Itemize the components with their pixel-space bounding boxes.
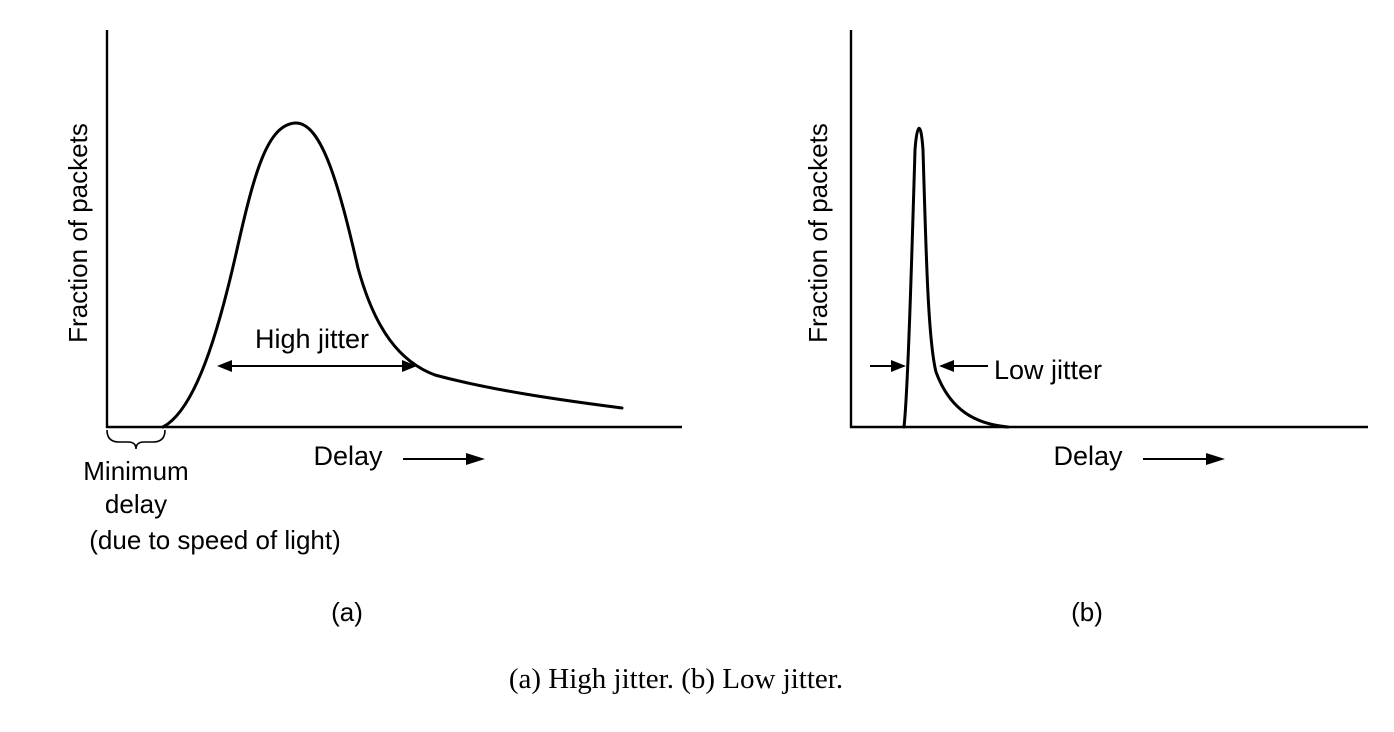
panel-a-delay-curve xyxy=(161,121,624,429)
panel-b-jitter-arrowhead-right xyxy=(939,360,954,372)
panel-b-label: (b) xyxy=(1071,597,1103,627)
panel-b-jitter-arrowhead-left xyxy=(891,360,906,372)
panel-a-delay-direction-arrowhead xyxy=(466,453,485,465)
panel-b-y-axis-label: Fraction of packets xyxy=(803,123,833,343)
panel-a-min-delay-brace xyxy=(106,429,166,450)
panel-a-y-axis-label: Fraction of packets xyxy=(63,123,93,343)
panel-a-min-delay-line2: delay xyxy=(105,489,167,519)
panel-a-x-axis-label: Delay xyxy=(313,441,383,471)
panel-b-jitter-label: Low jitter xyxy=(994,355,1102,385)
panel-b-delay-curve xyxy=(902,126,1010,429)
panel-a: High jitter Fraction of packets Delay Mi… xyxy=(63,30,682,627)
panel-a-jitter-arrowhead-right xyxy=(402,360,417,372)
panel-a-jitter-label: High jitter xyxy=(255,324,369,354)
panel-b: Low jitter Fraction of packets Delay (b) xyxy=(803,30,1368,627)
panel-a-label: (a) xyxy=(331,597,363,627)
panel-a-min-delay-line1: Minimum xyxy=(83,456,188,486)
panel-b-x-axis-label: Delay xyxy=(1053,441,1123,471)
figure-caption: (a) High jitter. (b) Low jitter. xyxy=(509,663,843,695)
panel-b-delay-direction-arrowhead xyxy=(1206,453,1225,465)
panel-a-jitter-arrowhead-left xyxy=(217,360,232,372)
panel-a-min-delay-line3: (due to speed of light) xyxy=(89,525,341,555)
